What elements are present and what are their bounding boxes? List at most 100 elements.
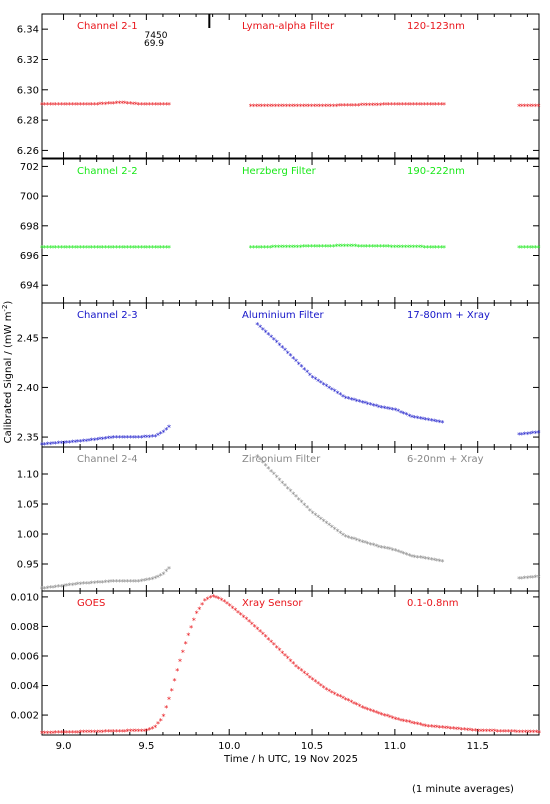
data-point: * [352, 700, 356, 709]
data-point: * [123, 244, 127, 253]
data-point: * [305, 504, 309, 513]
data-point: * [531, 102, 535, 111]
data-point: * [332, 243, 336, 252]
data-point: * [335, 389, 339, 398]
data-point: * [427, 723, 431, 732]
data-point: * [76, 101, 80, 110]
data-point: * [366, 706, 370, 715]
data-point: * [329, 102, 333, 111]
data-point: * [87, 729, 91, 738]
data-point: * [309, 102, 313, 111]
data-point: * [382, 404, 386, 413]
data-point: * [219, 596, 223, 605]
data-point: * [390, 243, 394, 252]
data-point: * [333, 525, 337, 534]
data-point: * [449, 725, 453, 734]
data-point: * [379, 101, 383, 110]
data-point: * [115, 244, 119, 253]
data-point: * [283, 347, 287, 356]
data-point: * [309, 243, 313, 252]
data-point: * [528, 430, 532, 439]
data-point: * [277, 647, 281, 656]
data-point: * [417, 244, 421, 253]
data-point: * [381, 101, 385, 110]
data-point: * [414, 101, 418, 110]
data-point: * [396, 408, 400, 417]
data-point: * [275, 339, 279, 348]
data-point: * [365, 102, 369, 111]
data-point: * [120, 99, 124, 108]
data-point: * [139, 244, 143, 253]
data-point: * [388, 714, 392, 723]
data-point: * [316, 513, 320, 522]
data-point: * [349, 699, 353, 708]
data-point: * [324, 519, 328, 528]
data-point: * [142, 244, 146, 253]
data-point: * [289, 352, 293, 361]
data-point: * [81, 729, 85, 738]
data-point: * [337, 243, 341, 252]
data-point: * [476, 727, 480, 736]
data-point: * [523, 728, 527, 737]
data-point: * [98, 101, 102, 110]
data-point: * [43, 441, 47, 450]
data-point: * [265, 244, 269, 253]
data-point: * [134, 434, 138, 443]
data-point: * [335, 692, 339, 701]
data-point: * [418, 721, 422, 730]
data-point: * [269, 638, 273, 647]
data-point: * [421, 555, 425, 564]
y-tick-label: 0.004 [10, 681, 39, 692]
data-point: * [319, 379, 323, 388]
y-tick-label: 1.05 [17, 500, 39, 511]
data-point: * [40, 585, 44, 594]
data-point: * [312, 243, 316, 252]
data-point: * [211, 593, 215, 602]
data-point: * [479, 727, 483, 736]
data-point: * [286, 349, 290, 358]
data-point: * [200, 601, 204, 610]
footnote: (1 minute averages) [412, 784, 514, 795]
data-point: * [62, 582, 66, 591]
y-tick-label: 2.45 [17, 333, 39, 344]
data-point: * [371, 708, 375, 717]
data-point: * [517, 431, 521, 440]
data-point: * [410, 719, 414, 728]
data-point: * [435, 418, 439, 427]
data-point: * [351, 102, 355, 111]
data-point: * [261, 459, 265, 468]
data-point: * [323, 102, 327, 111]
data-point: * [509, 728, 513, 737]
data-point: * [363, 539, 367, 548]
data-point: * [208, 594, 212, 603]
data-point: * [304, 102, 308, 111]
data-point: * [321, 243, 325, 252]
data-point: * [156, 244, 160, 253]
data-point: * [329, 243, 333, 252]
data-point: * [311, 676, 315, 685]
data-point: * [332, 102, 336, 111]
data-point: * [531, 574, 535, 583]
data-point: * [189, 624, 193, 633]
data-point: * [526, 729, 530, 738]
data-point: * [254, 244, 258, 253]
data-point: * [373, 243, 377, 252]
data-point: * [512, 728, 516, 737]
data-point: * [184, 640, 188, 649]
data-point: * [76, 729, 80, 738]
data-point: * [451, 725, 455, 734]
data-point: * [471, 727, 475, 736]
data-point: * [529, 729, 533, 738]
data-point: * [434, 244, 438, 253]
data-point: * [404, 551, 408, 560]
data-point: * [402, 717, 406, 726]
x-tick-label: 11.5 [467, 741, 489, 752]
data-point: * [153, 101, 157, 110]
data-point: * [101, 435, 105, 444]
data-point: * [134, 728, 138, 737]
data-point: * [51, 244, 55, 253]
data-point: * [126, 728, 130, 737]
data-point: * [40, 244, 44, 253]
data-point: * [311, 374, 315, 383]
data-point: * [438, 724, 442, 733]
